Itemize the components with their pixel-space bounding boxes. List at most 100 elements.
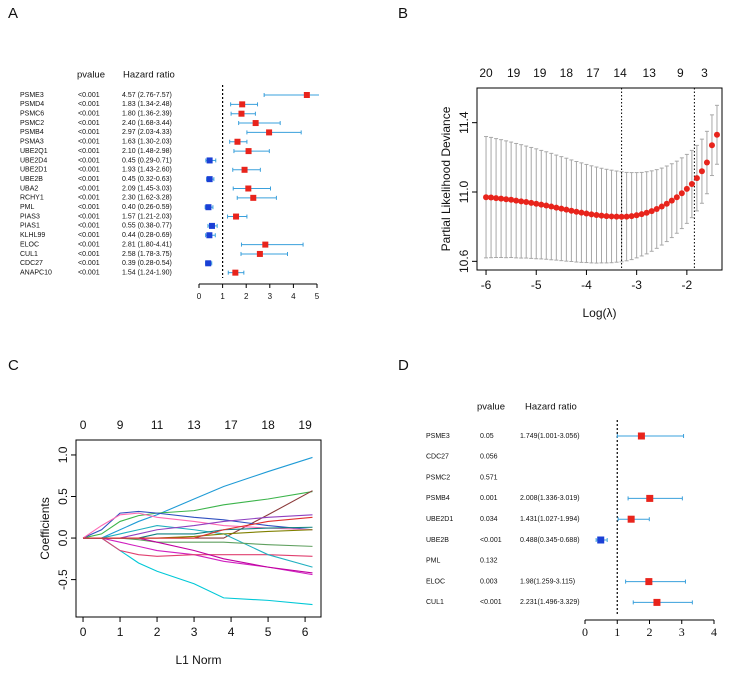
deviance-point (638, 211, 645, 218)
x-tick-label: -6 (481, 278, 492, 292)
panel-label: C (8, 357, 19, 374)
p-value: <0.001 (78, 269, 100, 276)
column-header: Hazard ratio (123, 70, 175, 81)
hazard-ratio-point (238, 110, 245, 117)
coefficient-path (83, 537, 313, 557)
gene-label: CUL1 (20, 251, 38, 258)
gene-label: UBE2B (20, 176, 43, 183)
p-value: <0.001 (78, 139, 100, 146)
gene-label: PSMC2 (426, 474, 450, 481)
y-axis-title: Coefficients (38, 497, 52, 559)
top-tick-label: 17 (586, 66, 600, 80)
hazard-ratio-label: 1.431(1.027-1.994) (520, 516, 580, 523)
y-axis-title: Partial Likelihood Deviance (439, 106, 453, 251)
gene-label: CUL1 (426, 599, 444, 606)
y-tick-label: 0.0 (56, 529, 70, 546)
coefficient-path (83, 537, 313, 576)
hazard-ratio-point (646, 494, 654, 502)
x-tick-label: 6 (302, 625, 309, 639)
hazard-ratio-label: 2.10 (1.48-2.98) (122, 148, 172, 155)
hazard-ratio-point (597, 536, 605, 544)
p-value: 0.056 (480, 454, 498, 461)
gene-label: UBA2 (20, 185, 38, 192)
deviance-point (518, 198, 525, 205)
deviance-point (508, 196, 515, 203)
x-tick-label: 5 (315, 292, 320, 301)
panel-label: B (398, 5, 408, 22)
x-tick-label: 5 (265, 625, 272, 639)
p-value: 0.001 (480, 495, 498, 502)
hazard-ratio-point (653, 598, 661, 606)
deviance-point (538, 201, 545, 208)
p-value: <0.001 (78, 129, 100, 136)
deviance-point (568, 207, 575, 214)
hazard-ratio-point (208, 222, 215, 229)
hazard-ratio-label: 0.488(0.345-0.688) (520, 537, 580, 544)
top-tick-label: 18 (261, 418, 275, 432)
deviance-point (663, 200, 670, 207)
hazard-ratio-point (645, 578, 653, 586)
top-tick-label: 19 (298, 418, 312, 432)
x-tick-label: 3 (679, 625, 685, 639)
x-tick-label: 2 (244, 292, 249, 301)
deviance-point (613, 213, 620, 220)
panel-label: A (8, 5, 18, 22)
hazard-ratio-label: 1.83 (1.34-2.48) (122, 101, 172, 108)
gene-label: PSMB4 (426, 495, 450, 502)
hazard-ratio-point (262, 241, 269, 248)
hazard-ratio-label: 0.44 (0.28-0.69) (122, 232, 172, 239)
gene-label: PSMD4 (20, 101, 44, 108)
deviance-point (648, 208, 655, 215)
gene-label: UBE2Q1 (20, 148, 48, 155)
p-value: 0.003 (480, 578, 498, 585)
x-tick-label: 4 (711, 625, 717, 639)
top-tick-label: 9 (117, 418, 124, 432)
deviance-point (573, 208, 580, 215)
p-value: <0.001 (78, 167, 100, 174)
p-value: <0.001 (78, 241, 100, 248)
x-tick-label: -3 (631, 278, 642, 292)
hazard-ratio-label: 1.98(1.259-3.115) (520, 578, 575, 585)
hazard-ratio-label: 2.81 (1.80-4.41) (122, 241, 172, 248)
top-tick-label: 3 (701, 66, 708, 80)
top-tick-label: 9 (677, 66, 684, 80)
x-tick-label: -2 (682, 278, 693, 292)
hazard-ratio-point (232, 269, 239, 276)
deviance-point (643, 209, 650, 216)
hazard-ratio-point (206, 176, 213, 183)
deviance-point (698, 168, 705, 175)
deviance-point (553, 204, 560, 211)
hazard-ratio-label: 2.231(1.496-3.329) (520, 599, 580, 606)
gene-label: UBE2B (426, 537, 449, 544)
p-value: <0.001 (78, 251, 100, 258)
deviance-point (673, 194, 680, 201)
gene-label: PSMB4 (20, 129, 44, 136)
gene-label: KLHL99 (20, 232, 45, 239)
hazard-ratio-label: 4.57 (2.76-7.57) (122, 92, 172, 99)
hazard-ratio-label: 1.80 (1.36-2.39) (122, 111, 172, 118)
p-value: <0.001 (78, 120, 100, 127)
deviance-point (533, 200, 540, 207)
hazard-ratio-point (206, 232, 213, 239)
gene-label: PSMA3 (20, 139, 44, 146)
hazard-ratio-point (206, 157, 213, 164)
hazard-ratio-label: 0.45 (0.29-0.71) (122, 157, 172, 164)
x-tick-label: 0 (582, 625, 588, 639)
deviance-point (623, 213, 630, 220)
hazard-ratio-label: 2.09 (1.45-3.03) (122, 185, 172, 192)
deviance-point (603, 213, 610, 220)
p-value: <0.001 (78, 148, 100, 155)
deviance-point (598, 212, 605, 219)
hazard-ratio-label: 0.45 (0.32-0.63) (122, 176, 172, 183)
p-value: <0.001 (78, 101, 100, 108)
hazard-ratio-point (205, 260, 212, 267)
x-tick-label: 0 (197, 292, 202, 301)
p-value: <0.001 (78, 260, 100, 267)
y-tick-label: 0.5 (56, 488, 70, 505)
x-tick-label: 1 (220, 292, 225, 301)
gene-label: ELOC (426, 578, 445, 585)
p-value: 0.034 (480, 516, 498, 523)
gene-label: PSMC2 (20, 120, 44, 127)
p-value: <0.001 (78, 92, 100, 99)
